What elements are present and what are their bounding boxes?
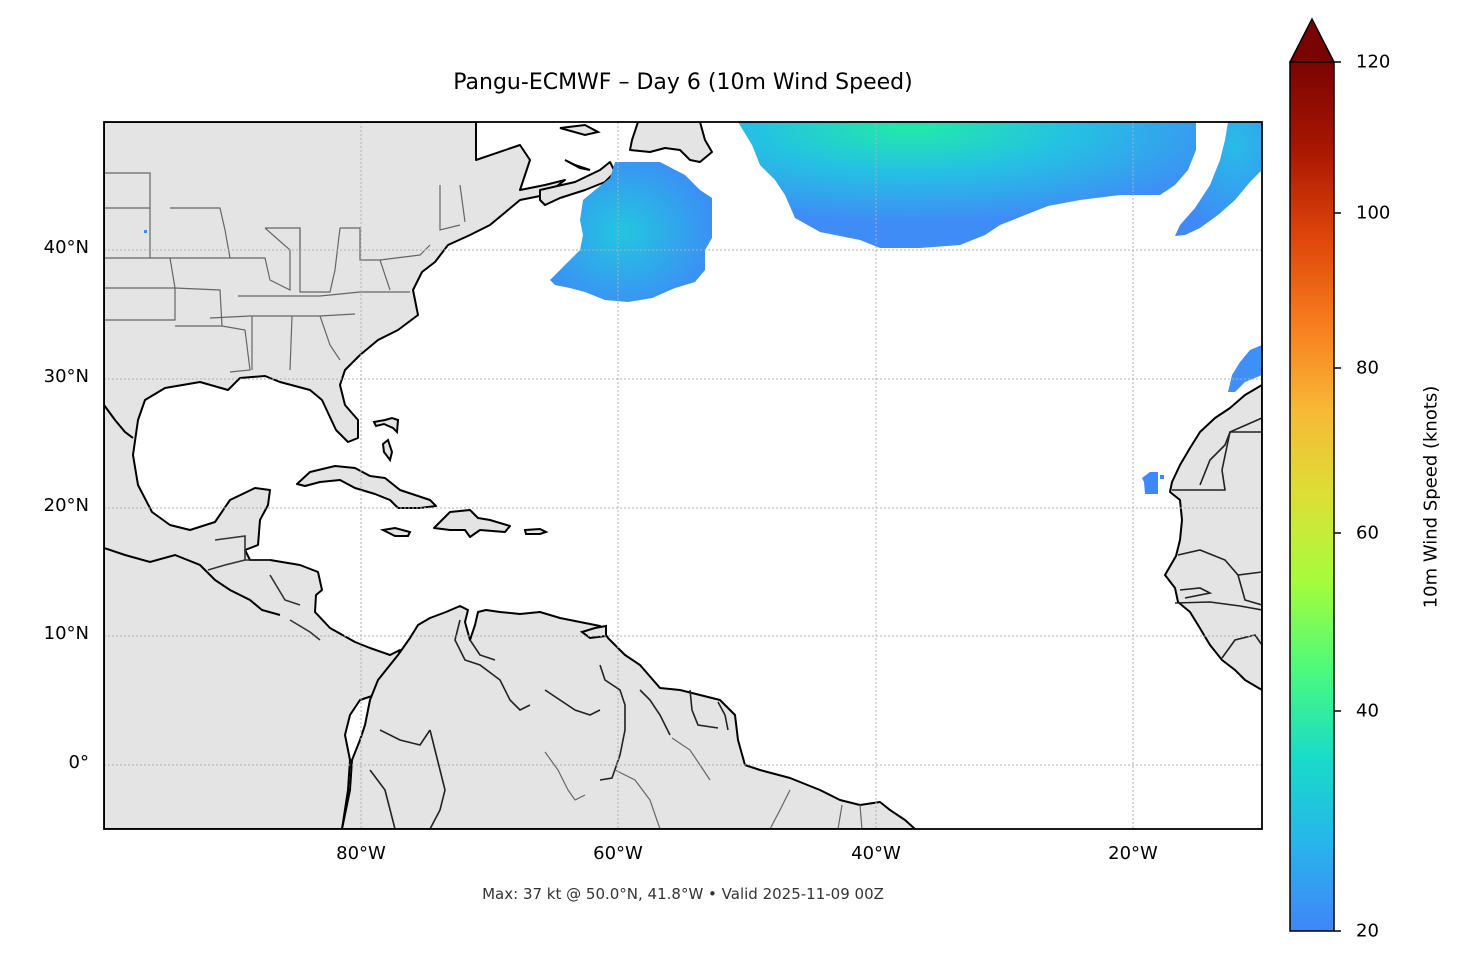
colorbar-tick-40: 40	[1356, 700, 1379, 722]
y-tick-0: 0°	[68, 752, 89, 773]
wind-region-madeira	[1228, 345, 1262, 392]
chart-title: Pangu-ECMWF – Day 6 (10m Wind Speed)	[453, 70, 913, 95]
wind-region-northeast-atlantic	[1175, 122, 1262, 236]
land-newfoundland	[629, 122, 713, 163]
state-borders	[104, 172, 466, 373]
colorbar	[1288, 17, 1341, 932]
colorbar-tick-80: 80	[1356, 357, 1379, 379]
wind-region-northwest-atlantic	[550, 162, 712, 302]
y-tick-30n: 30°N	[43, 366, 89, 387]
land-south-america	[341, 605, 916, 829]
colorbar-extend-arrow	[1288, 17, 1336, 63]
wind-region-north-central-atlantic	[738, 122, 1196, 248]
plot-frame	[103, 121, 1263, 830]
y-tick-10n: 10°N	[43, 623, 89, 644]
chart-caption: Max: 37 kt @ 50.0°N, 41.8°W • Valid 2025…	[482, 885, 884, 903]
gridlines	[104, 122, 1262, 829]
map-area	[104, 122, 1262, 829]
colorbar-gradient	[1289, 61, 1335, 932]
colorbar-label: 10m Wind Speed (knots)	[1420, 385, 1442, 609]
y-tick-20n: 20°N	[43, 495, 89, 516]
land-cuba	[296, 465, 437, 509]
colorbar-tick-100: 100	[1356, 202, 1391, 224]
x-tick-20w: 20°W	[1108, 843, 1158, 864]
land-africa	[1164, 384, 1262, 691]
x-tick-80w: 80°W	[336, 843, 386, 864]
colorbar-tick-120: 120	[1356, 51, 1391, 73]
x-tick-60w: 60°W	[593, 843, 643, 864]
colorbar-tick-20: 20	[1356, 920, 1379, 942]
y-tick-40n: 40°N	[43, 237, 89, 258]
colorbar-tick-60: 60	[1356, 522, 1379, 544]
land-north-america	[104, 122, 566, 829]
wind-region-canary-islands	[1142, 472, 1158, 494]
x-tick-40w: 40°W	[851, 843, 901, 864]
